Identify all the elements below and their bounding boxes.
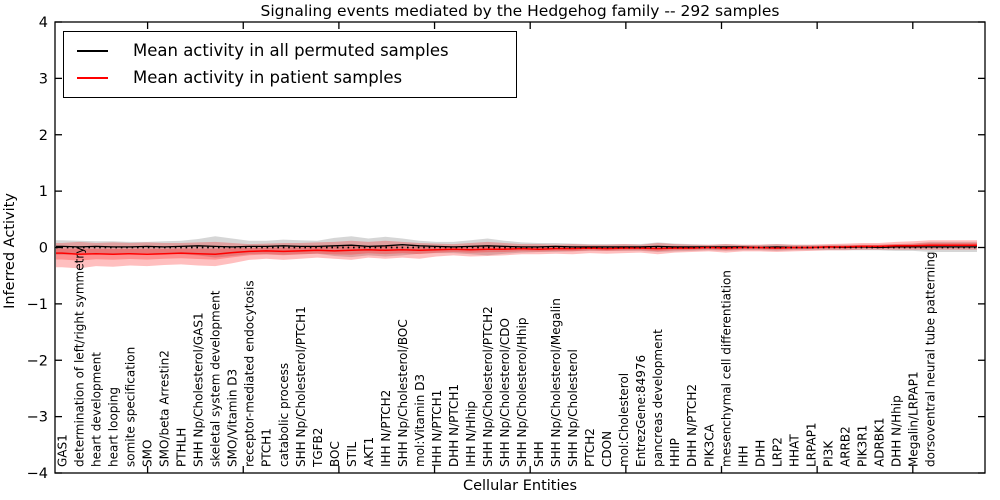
y-tick-label: −3: [27, 410, 48, 426]
x-category-label: DHH N/PTCH1: [447, 384, 461, 467]
legend-line-swatch-permuted: [77, 49, 108, 52]
x-category-label: SMO/beta Arrestin2: [158, 350, 172, 467]
x-category-label: receptor-mediated endocytosis: [243, 280, 257, 467]
x-category-label: STIL: [345, 442, 359, 467]
x-axis-label: Cellular Entities: [462, 478, 578, 494]
x-category-label: Megalin/LRPAP1: [907, 371, 921, 467]
y-tick-label: 1: [39, 184, 48, 200]
legend-item-label: Mean activity in patient samples: [133, 68, 403, 87]
x-category-label: heart looping: [107, 387, 121, 467]
x-category-label: heart development: [90, 352, 104, 467]
x-category-label: dorsoventral neural tube patterning: [924, 251, 938, 467]
x-category-label: HHIP: [668, 438, 682, 467]
x-category-label: GAS1: [56, 434, 70, 467]
y-tick-label: −2: [27, 353, 48, 369]
x-category-label: SHH Np/Cholesterol/Megalin: [549, 298, 563, 467]
x-category-label: PIK3CA: [702, 423, 716, 467]
chart-title: Signaling events mediated by the Hedgeho…: [260, 2, 780, 20]
x-category-label: mesenchymal cell differentiation: [719, 270, 733, 467]
x-category-label: HHAT: [787, 434, 801, 467]
legend-item-label: Mean activity in all permuted samples: [133, 41, 449, 60]
x-category-label: SMO: [141, 440, 155, 467]
x-category-label: IHH N/Hhip: [464, 401, 478, 467]
x-category-label: PI3K: [821, 440, 835, 467]
x-category-label: somite specification: [124, 347, 138, 467]
x-category-label: PTHLH: [175, 428, 189, 467]
y-tick-label: −4: [27, 466, 48, 482]
x-category-label: AKT1: [362, 437, 376, 467]
x-category-label: DHH: [753, 440, 767, 467]
x-category-label: ADRBK1: [873, 417, 887, 467]
x-category-label: SMO/Vitamin D3: [226, 369, 240, 467]
legend-line-swatch-patient: [77, 76, 108, 79]
legend-item: Mean activity in patient samples: [64, 64, 516, 91]
x-category-label: PTCH1: [260, 428, 274, 467]
x-category-label: pancreas development: [651, 329, 665, 467]
x-category-label: determination of left/right symmetry: [73, 247, 87, 467]
x-category-label: SHH Np/Cholesterol/BOC: [396, 319, 410, 467]
y-tick-label: 0: [39, 241, 48, 257]
y-tick-label: 2: [39, 128, 48, 144]
x-category-label: mol:Cholesterol: [617, 373, 631, 467]
x-category-label: skeletal system development: [209, 290, 223, 467]
x-category-label: TGFB2: [311, 428, 325, 468]
x-category-label: SHH Np/Cholesterol: [566, 349, 580, 467]
x-category-label: DHH N/PTCH2: [685, 384, 699, 467]
x-category-label: PTCH2: [583, 428, 597, 467]
x-category-label: SHH Np/Cholesterol/CDO: [498, 318, 512, 467]
y-tick-label: 4: [39, 15, 48, 31]
x-category-label: LRPAP1: [804, 422, 818, 467]
y-tick-label: 3: [39, 71, 48, 87]
x-category-label: SHH: [532, 441, 546, 467]
legend: Mean activity in all permuted samples Me…: [63, 31, 517, 98]
y-tick-label: −1: [27, 297, 48, 313]
x-category-label: SHH Np/Cholesterol/GAS1: [192, 312, 206, 467]
legend-item: Mean activity in all permuted samples: [64, 37, 516, 64]
x-category-label: CDON: [600, 431, 614, 467]
x-category-label: IHH: [736, 445, 750, 467]
x-category-label: SHH Np/Cholesterol/PTCH2: [481, 306, 495, 467]
x-category-label: SHH Np/Cholesterol/Hhip: [515, 318, 529, 467]
x-category-label: LRP2: [770, 437, 784, 467]
x-category-label: ARRB2: [838, 426, 852, 467]
x-category-label: SHH Np/Cholesterol/PTCH1: [294, 306, 308, 467]
x-category-label: PIK3R1: [855, 425, 869, 467]
x-category-label: BOC: [328, 441, 342, 467]
x-category-label: IHH N/PTCH1: [430, 390, 444, 467]
x-category-label: IHH N/PTCH2: [379, 390, 393, 467]
x-category-label: catabolic process: [277, 363, 291, 467]
x-category-label: EntrezGene:84976: [634, 355, 648, 467]
x-category-label: DHH N/Hhip: [890, 395, 904, 467]
x-category-label: mol:Vitamin D3: [413, 374, 427, 467]
